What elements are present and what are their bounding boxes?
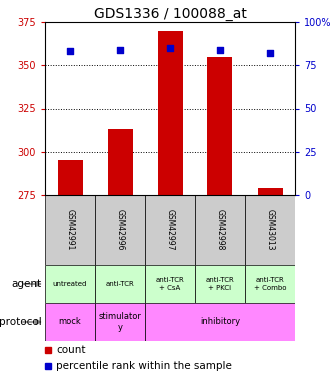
Point <box>267 50 273 56</box>
Text: GSM42997: GSM42997 <box>166 209 174 251</box>
Bar <box>95 195 145 265</box>
Bar <box>108 129 133 195</box>
Point <box>67 48 73 54</box>
Text: stimulator
y: stimulator y <box>99 312 142 332</box>
Bar <box>257 188 282 195</box>
Text: GSM43013: GSM43013 <box>265 209 274 251</box>
Text: untreated: untreated <box>53 281 87 287</box>
Bar <box>45 195 95 265</box>
Bar <box>95 265 145 303</box>
Point <box>117 46 123 53</box>
Text: GSM42991: GSM42991 <box>66 209 75 251</box>
Text: GSM42996: GSM42996 <box>116 209 125 251</box>
Bar <box>195 265 245 303</box>
Bar <box>245 195 295 265</box>
Bar <box>45 303 95 341</box>
Point <box>217 46 223 53</box>
Bar <box>145 303 295 341</box>
Text: anti-TCR
+ CsA: anti-TCR + CsA <box>156 278 184 291</box>
Text: percentile rank within the sample: percentile rank within the sample <box>56 361 232 371</box>
Text: anti-TCR: anti-TCR <box>106 281 135 287</box>
Bar <box>158 31 182 195</box>
Bar <box>145 195 195 265</box>
Text: anti-TCR
+ PKCi: anti-TCR + PKCi <box>205 278 234 291</box>
Text: inhibitory: inhibitory <box>200 318 240 327</box>
Text: count: count <box>56 345 86 355</box>
Bar <box>95 303 145 341</box>
Bar <box>245 265 295 303</box>
Bar <box>207 57 232 195</box>
Text: GSM42998: GSM42998 <box>215 209 224 251</box>
Title: GDS1336 / 100088_at: GDS1336 / 100088_at <box>94 7 246 21</box>
Bar <box>58 160 83 195</box>
Bar <box>45 265 95 303</box>
Text: anti-TCR
+ Combo: anti-TCR + Combo <box>254 278 286 291</box>
Text: agent: agent <box>12 279 42 289</box>
Text: mock: mock <box>59 318 81 327</box>
Point <box>167 45 173 51</box>
Bar <box>195 195 245 265</box>
Bar <box>145 265 195 303</box>
Text: protocol: protocol <box>0 317 42 327</box>
